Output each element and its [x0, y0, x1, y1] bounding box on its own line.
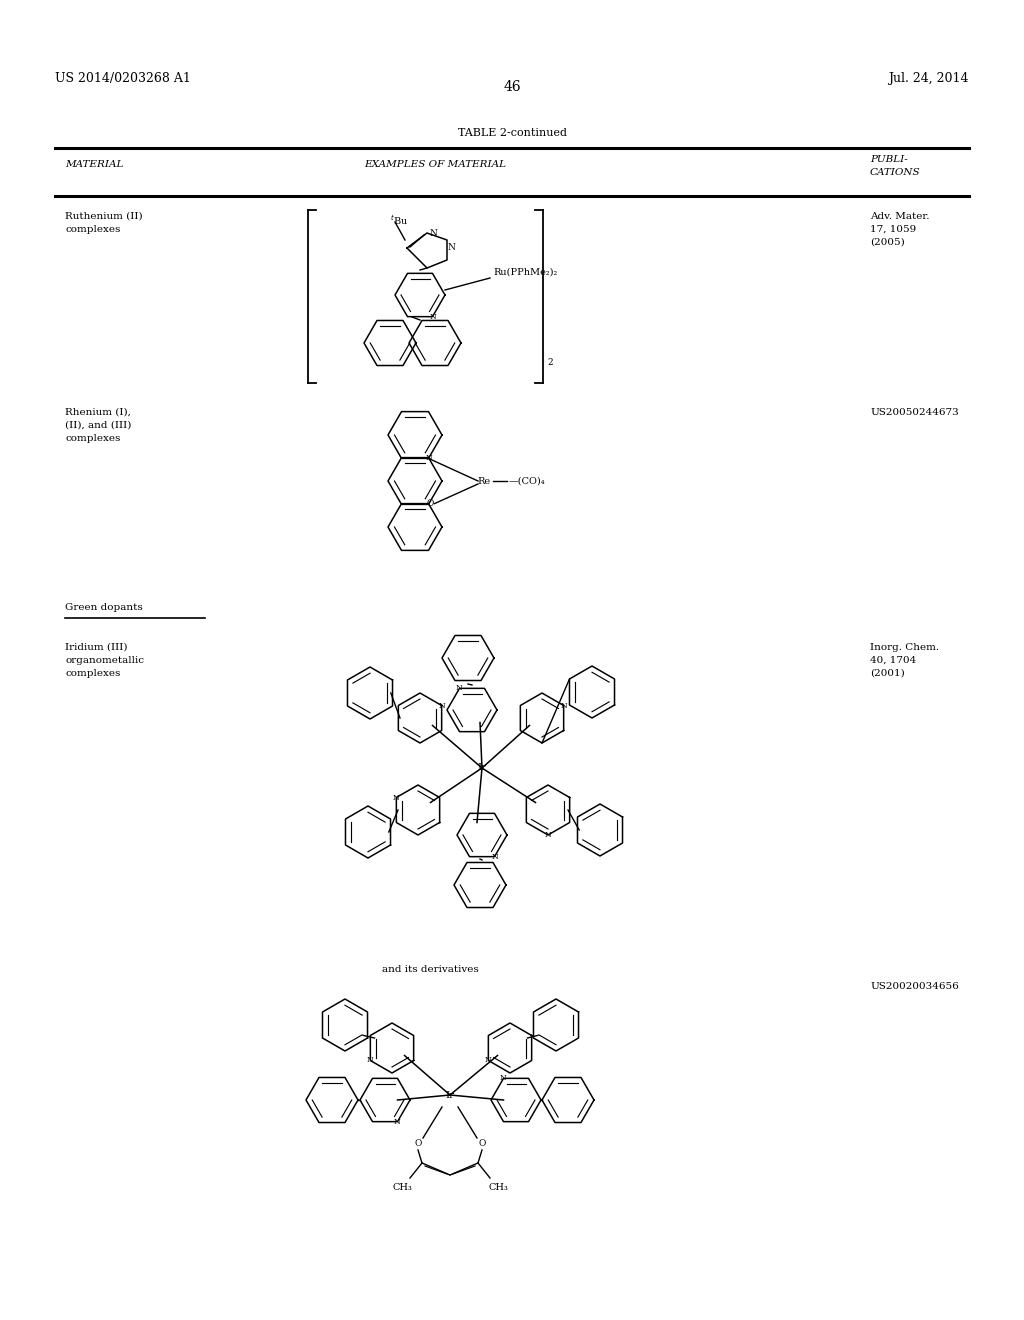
Text: N: N [560, 701, 567, 710]
Text: Ir: Ir [477, 763, 486, 772]
Text: O: O [415, 1138, 422, 1147]
Text: Ru(PPhMe₂)₂: Ru(PPhMe₂)₂ [493, 268, 557, 276]
Text: TABLE 2-continued: TABLE 2-continued [458, 128, 566, 139]
Text: Green dopants: Green dopants [65, 603, 142, 612]
Text: US 2014/0203268 A1: US 2014/0203268 A1 [55, 73, 190, 84]
Text: CH₃: CH₃ [488, 1184, 508, 1192]
Text: —(CO)₄: —(CO)₄ [509, 477, 546, 486]
Text: organometallic: organometallic [65, 656, 144, 665]
Text: N: N [429, 313, 436, 321]
Text: Adv. Mater.: Adv. Mater. [870, 213, 930, 220]
Text: N: N [438, 701, 445, 710]
Text: $^t$Bu: $^t$Bu [390, 213, 409, 227]
Text: N: N [447, 243, 455, 252]
Text: PUBLI-: PUBLI- [870, 154, 907, 164]
Text: Inorg. Chem.: Inorg. Chem. [870, 643, 939, 652]
Text: N: N [393, 793, 399, 801]
Text: O: O [427, 499, 434, 508]
Text: EXAMPLES OF MATERIAL: EXAMPLES OF MATERIAL [364, 160, 506, 169]
Text: 17, 1059: 17, 1059 [870, 224, 916, 234]
Text: N: N [425, 454, 432, 462]
Text: N: N [492, 853, 498, 861]
Text: Ir: Ir [445, 1090, 455, 1100]
Text: and its derivatives: and its derivatives [382, 965, 478, 974]
Text: N: N [367, 1056, 374, 1064]
Text: N: N [456, 684, 463, 693]
Text: 46: 46 [503, 81, 521, 94]
Text: O: O [478, 1138, 485, 1147]
Text: N: N [429, 228, 437, 238]
Text: (2005): (2005) [870, 238, 905, 247]
Text: Jul. 24, 2014: Jul. 24, 2014 [889, 73, 969, 84]
Text: US20020034656: US20020034656 [870, 982, 958, 991]
Text: CH₃: CH₃ [392, 1184, 412, 1192]
Text: Ruthenium (II): Ruthenium (II) [65, 213, 142, 220]
Text: N: N [500, 1074, 507, 1082]
Text: N: N [485, 1056, 492, 1064]
Text: MATERIAL: MATERIAL [65, 160, 123, 169]
Text: Iridium (III): Iridium (III) [65, 643, 128, 652]
Text: complexes: complexes [65, 434, 121, 444]
Text: Re: Re [477, 477, 490, 486]
Text: CATIONS: CATIONS [870, 168, 921, 177]
Text: (II), and (III): (II), and (III) [65, 421, 131, 430]
Text: 2: 2 [547, 358, 553, 367]
Text: N: N [545, 832, 551, 840]
Text: 40, 1704: 40, 1704 [870, 656, 916, 665]
Text: complexes: complexes [65, 224, 121, 234]
Text: complexes: complexes [65, 669, 121, 678]
Text: N: N [394, 1118, 400, 1126]
Text: (2001): (2001) [870, 669, 905, 678]
Text: Rhenium (I),: Rhenium (I), [65, 408, 131, 417]
Text: US20050244673: US20050244673 [870, 408, 958, 417]
